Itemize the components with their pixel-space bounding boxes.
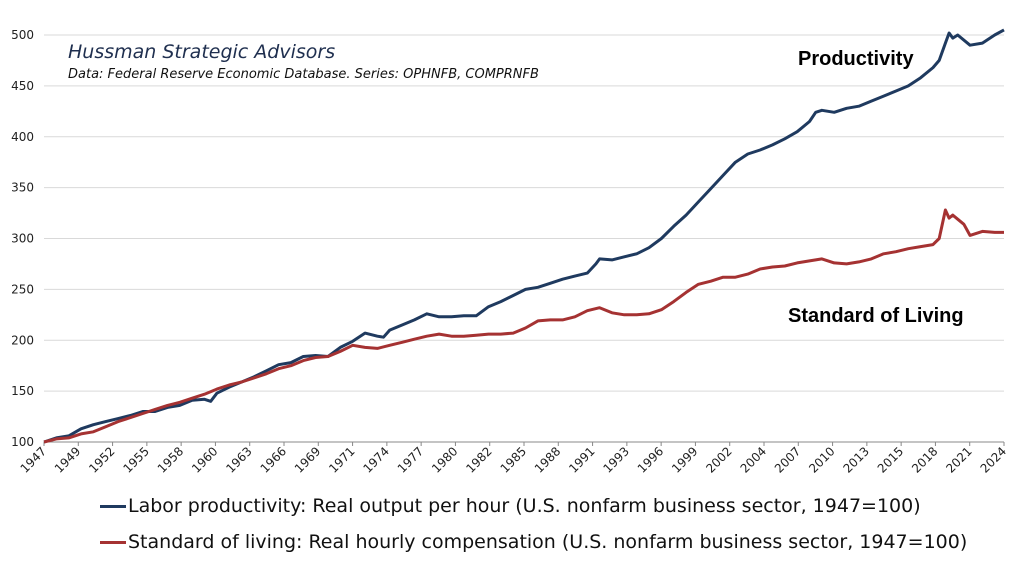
- x-tick-label: 2007: [772, 444, 803, 475]
- x-tick-label: 1966: [258, 444, 289, 475]
- x-tick-label: 2002: [703, 444, 734, 475]
- x-tick-label: 1991: [566, 444, 597, 475]
- x-tick-label: 1999: [669, 444, 700, 475]
- productivity-annotation: Productivity: [798, 48, 914, 70]
- legend-item-living: Standard of living: Real hourly compensa…: [100, 531, 967, 553]
- legend-label-productivity: Labor productivity: Real output per hour…: [128, 495, 921, 517]
- x-tick-label: 1969: [292, 444, 323, 475]
- x-tick-label: 1974: [360, 444, 391, 475]
- series-lines: [43, 28, 1005, 444]
- y-tick-label: 500: [11, 28, 34, 42]
- x-tick-label: 1971: [326, 444, 357, 475]
- legend-item-productivity: Labor productivity: Real output per hour…: [100, 495, 921, 517]
- legend-swatch-productivity: [100, 504, 126, 508]
- x-tick-label: 2018: [909, 444, 940, 475]
- x-tick-label: 1980: [429, 444, 460, 475]
- y-tick-label: 250: [11, 282, 34, 296]
- x-tick-label: 1996: [635, 444, 666, 475]
- y-tick-label: 200: [11, 333, 34, 347]
- x-axis-ticks: 1947 1949 1952 1955 1958 1960 1963 1966 1969 1971…: [18, 442, 1009, 476]
- y-axis-ticks: 100 150 200 250 300 350 400 450 500: [11, 28, 34, 449]
- gridlines: [44, 34, 1004, 392]
- y-tick-label: 100: [11, 435, 34, 449]
- x-tick-label: 1977: [395, 444, 426, 475]
- x-tick-label: 1960: [189, 444, 220, 475]
- standard-of-living-annotation: Standard of Living: [788, 305, 964, 327]
- x-tick-label: 2015: [875, 444, 906, 475]
- series-line-productivity: [43, 28, 1005, 444]
- x-tick-label: 2010: [806, 444, 837, 475]
- y-tick-label: 450: [11, 79, 34, 93]
- series-line-living: [43, 208, 1004, 444]
- x-tick-label: 1952: [86, 444, 117, 475]
- x-tick-label: 2013: [840, 444, 871, 475]
- legend-label-living: Standard of living: Real hourly compensa…: [128, 531, 968, 553]
- chart-subtitle: Data: Federal Reserve Economic Database.…: [68, 67, 539, 82]
- x-tick-label: 1963: [223, 444, 254, 475]
- x-tick-label: 2024: [978, 444, 1009, 475]
- x-tick-label: 1949: [52, 444, 83, 475]
- y-tick-label: 400: [11, 130, 34, 144]
- chart-title: Hussman Strategic Advisors: [68, 41, 335, 63]
- x-tick-label: 1982: [463, 444, 494, 475]
- x-tick-label: 1993: [600, 444, 631, 475]
- x-tick-label: 2021: [943, 444, 974, 475]
- legend-swatch-living: [100, 540, 126, 544]
- x-tick-label: 2004: [738, 444, 769, 475]
- y-tick-label: 300: [11, 232, 34, 246]
- y-tick-label: 350: [11, 181, 34, 195]
- x-tick-label: 1955: [120, 444, 151, 475]
- x-tick-label: 1988: [532, 444, 563, 475]
- y-tick-label: 150: [11, 384, 34, 398]
- x-tick-label: 1985: [498, 444, 529, 475]
- x-tick-label: 1958: [155, 444, 186, 475]
